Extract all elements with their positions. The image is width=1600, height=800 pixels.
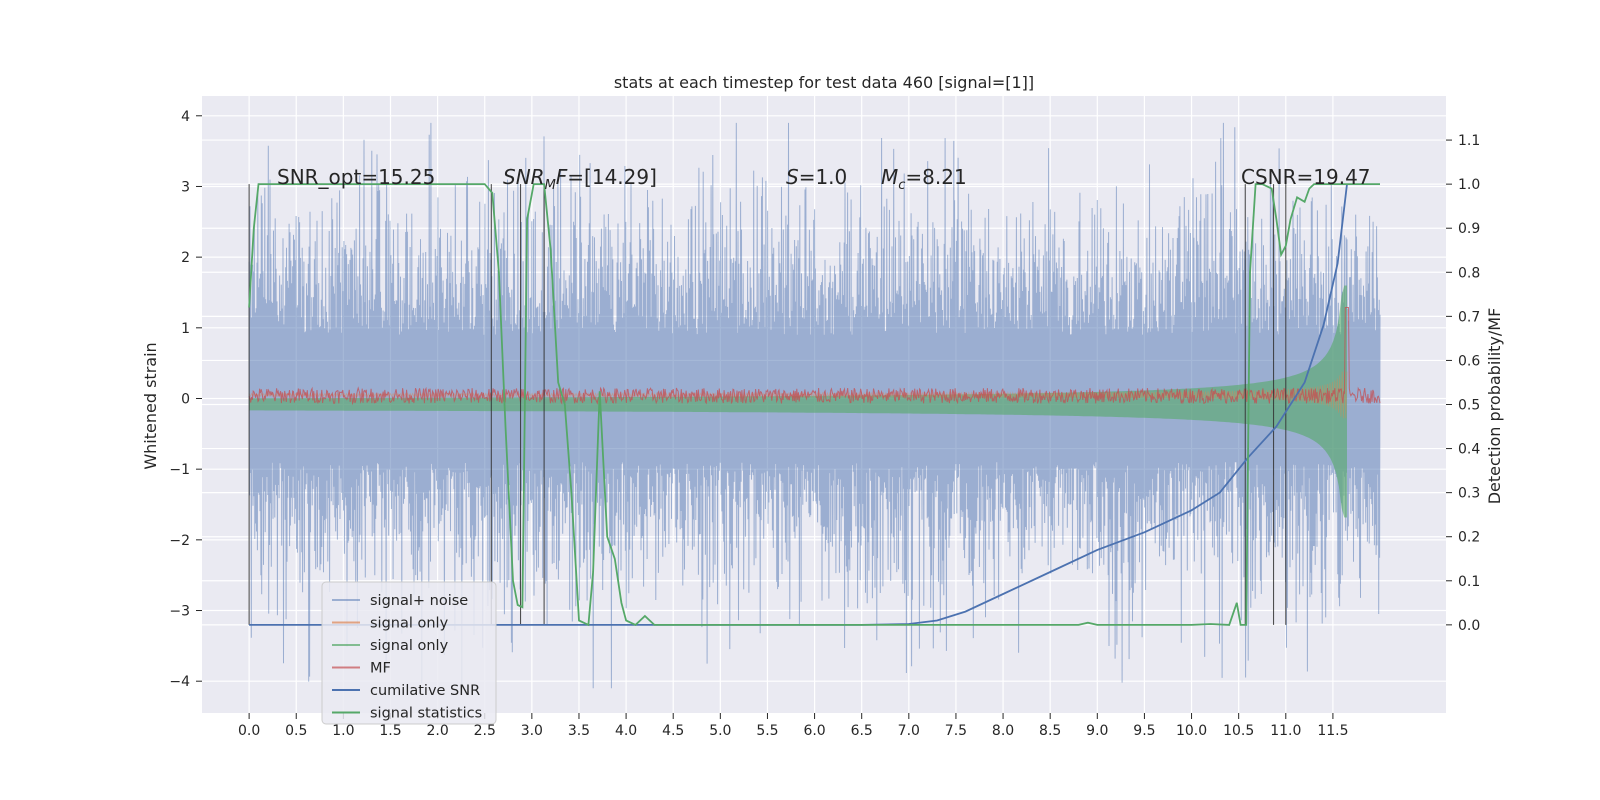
x-tick-label-9: 4.5	[662, 723, 684, 739]
legend-label-0: signal+ noise	[370, 593, 468, 609]
x-tick-label-22: 11.0	[1270, 723, 1301, 739]
x-tick-label-4: 2.0	[426, 723, 448, 739]
cumulative-snr-series	[249, 183, 1348, 626]
x-tick-label-5: 2.5	[474, 723, 496, 739]
annotation-csnr: CSNR=19.47	[1241, 165, 1371, 189]
x-tick-label-1: 0.5	[285, 723, 307, 739]
yr-tick-label-2: 0.9	[1458, 221, 1480, 237]
annotation-s: S=1.0	[786, 165, 847, 189]
x-tick-label-6: 3.0	[521, 723, 543, 739]
annotation-snr-mf: SNRMF=[14.29]	[503, 165, 657, 193]
x-tick-label-11: 5.5	[756, 723, 778, 739]
yr-tick-label-1: 1.0	[1458, 177, 1480, 193]
yl-tick-label-8: −4	[169, 674, 190, 690]
x-tick-label-16: 8.0	[992, 723, 1014, 739]
yr-tick-label-9: 0.2	[1458, 530, 1480, 546]
yr-tick-label-11: 0.0	[1458, 618, 1480, 634]
yr-tick-label-4: 0.7	[1458, 309, 1480, 325]
x-tick-label-20: 10.0	[1176, 723, 1207, 739]
yr-tick-label-10: 0.1	[1458, 574, 1480, 590]
legend-label-2: signal only	[370, 638, 449, 654]
annotations: SNR_opt=15.25 SNRMF=[14.29] S=1.0 Mc=8.2…	[277, 165, 1371, 193]
annotation-mc: Mc=8.21	[881, 165, 967, 193]
yl-tick-label-2: 2	[181, 250, 190, 266]
chart-title: stats at each timestep for test data 460…	[614, 73, 1034, 92]
yl-tick-label-3: 1	[181, 321, 190, 337]
annotation-snr-opt: SNR_opt=15.25	[277, 165, 435, 189]
yr-tick-label-5: 0.6	[1458, 353, 1480, 369]
right-y-axis-label: Detection probability/MF	[1485, 308, 1504, 505]
yr-tick-label-0: 1.1	[1458, 133, 1480, 149]
x-tick-label-23: 11.5	[1317, 723, 1348, 739]
yr-tick-label-6: 0.5	[1458, 398, 1480, 414]
yr-tick-label-3: 0.8	[1458, 265, 1480, 281]
yl-tick-label-7: −3	[169, 604, 190, 620]
right-y-axis-ticks: 1.1 1.0 0.9 0.8 0.7 0.6 0.5 0.4 0.3 0.2 0.1 0.0	[1446, 133, 1480, 634]
legend-label-1: signal only	[370, 616, 449, 632]
vertical-markers	[248, 184, 1287, 625]
legend: signal+ noise signal only signal only MF cum…	[321, 581, 497, 725]
yl-tick-label-0: 4	[181, 109, 190, 125]
x-tick-label-2: 1.0	[332, 723, 354, 739]
legend-label-5: signal statistics	[370, 706, 482, 722]
left-y-axis-label: Whitened strain	[141, 342, 160, 469]
x-tick-label-3: 1.5	[379, 723, 401, 739]
x-tick-label-18: 9.0	[1086, 723, 1108, 739]
x-tick-label-13: 6.5	[851, 723, 873, 739]
yl-tick-label-1: 3	[181, 179, 190, 195]
x-tick-label-0: 0.0	[238, 723, 260, 739]
x-tick-label-17: 8.5	[1039, 723, 1061, 739]
x-tick-label-12: 6.0	[803, 723, 825, 739]
mf-series	[248, 307, 1381, 406]
x-tick-label-19: 9.5	[1133, 723, 1155, 739]
legend-label-3: MF	[370, 661, 391, 677]
yl-tick-label-6: −2	[169, 533, 190, 549]
cumulative-snr-line	[249, 183, 1348, 626]
mf-line	[248, 307, 1381, 406]
yr-tick-label-8: 0.3	[1458, 486, 1480, 502]
x-tick-label-8: 4.0	[615, 723, 637, 739]
x-tick-label-7: 3.5	[568, 723, 590, 739]
signal-statistics-line	[248, 183, 1380, 627]
x-tick-label-14: 7.0	[898, 723, 920, 739]
x-tick-label-15: 7.5	[945, 723, 967, 739]
yl-tick-label-4: 0	[181, 391, 190, 407]
left-y-axis-ticks: 4 3 2 1 0 −1 −2 −3 −4	[169, 109, 202, 690]
legend-label-4: cumilative SNR	[370, 683, 480, 699]
signal-only-green-envelope	[249, 285, 1348, 518]
x-tick-label-10: 5.0	[709, 723, 731, 739]
legend-box	[321, 581, 497, 725]
yl-tick-label-5: −1	[169, 462, 190, 478]
signal-statistics-series	[248, 183, 1380, 627]
yr-tick-label-7: 0.4	[1458, 442, 1480, 458]
signal-only-green-series	[249, 285, 1348, 518]
x-tick-label-21: 10.5	[1223, 723, 1254, 739]
x-axis-ticks: 0.0 0.5 1.0 1.5 2.0 2.5 3.0 3.5 4.0 4.5 5.0 5.5 6.0 6…	[238, 713, 1348, 739]
